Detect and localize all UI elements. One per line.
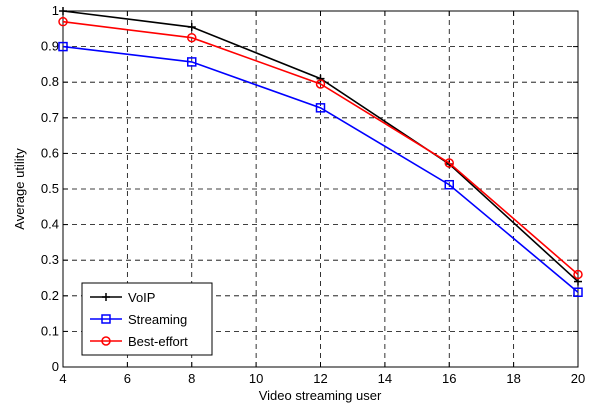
legend-marker-streaming [101,314,111,324]
y-tick-label: 0.4 [41,217,59,232]
x-tick-label: 16 [442,371,456,386]
legend-marker-voip [102,293,110,301]
data-point-best-effort [573,269,583,280]
series-group [58,7,583,297]
data-point-streaming [315,103,326,113]
x-tick-label: 18 [506,371,520,386]
legend-label-voip: VoIP [128,290,155,305]
x-tick-label: 4 [59,371,66,386]
data-point-streaming [187,57,197,67]
x-axis-title: Video streaming user [259,388,382,403]
y-tick-label: 0.8 [41,74,59,89]
data-point-voip [187,23,196,32]
series-line-best-effort [62,20,579,276]
axis-ticks: 4 6 8 10 12 14 16 18 20 0 0.1 0.2 0.3 0.4 0.5 0.6 0.7 0.8… [41,3,585,386]
data-point-streaming [573,287,583,297]
legend-marker-best-effort [101,336,111,346]
x-tick-label: 6 [124,371,131,386]
y-tick-label: 0.6 [41,145,59,160]
x-tick-label: 20 [571,371,585,386]
data-point-streaming [444,179,454,190]
x-tick-label: 8 [188,371,195,386]
y-tick-label: 1 [52,3,59,18]
data-point-best-effort [444,158,454,168]
data-point-best-effort [58,16,68,27]
y-axis-title: Average utility [12,148,27,230]
legend-label-streaming: Streaming [128,312,187,327]
data-point-streaming [58,41,68,52]
x-tick-label: 12 [313,371,327,386]
y-tick-label: 0.9 [41,39,59,54]
legend-label-best-effort: Best-effort [128,334,188,349]
y-tick-label: 0.3 [41,252,59,267]
data-point-voip [59,7,67,15]
data-point-best-effort [187,32,197,43]
y-tick-label: 0.2 [41,288,59,303]
legend: VoIP Streaming Best-effort [81,282,213,356]
y-tick-label: 0.1 [41,323,59,338]
y-tick-label: 0 [52,359,59,374]
series-line-streaming [62,45,579,293]
x-tick-label: 14 [378,371,392,386]
y-tick-label: 0.5 [41,181,59,196]
data-point-best-effort [315,79,326,89]
x-tick-label: 10 [249,371,263,386]
y-tick-label: 0.7 [41,110,59,125]
data-point-voip [316,74,325,83]
